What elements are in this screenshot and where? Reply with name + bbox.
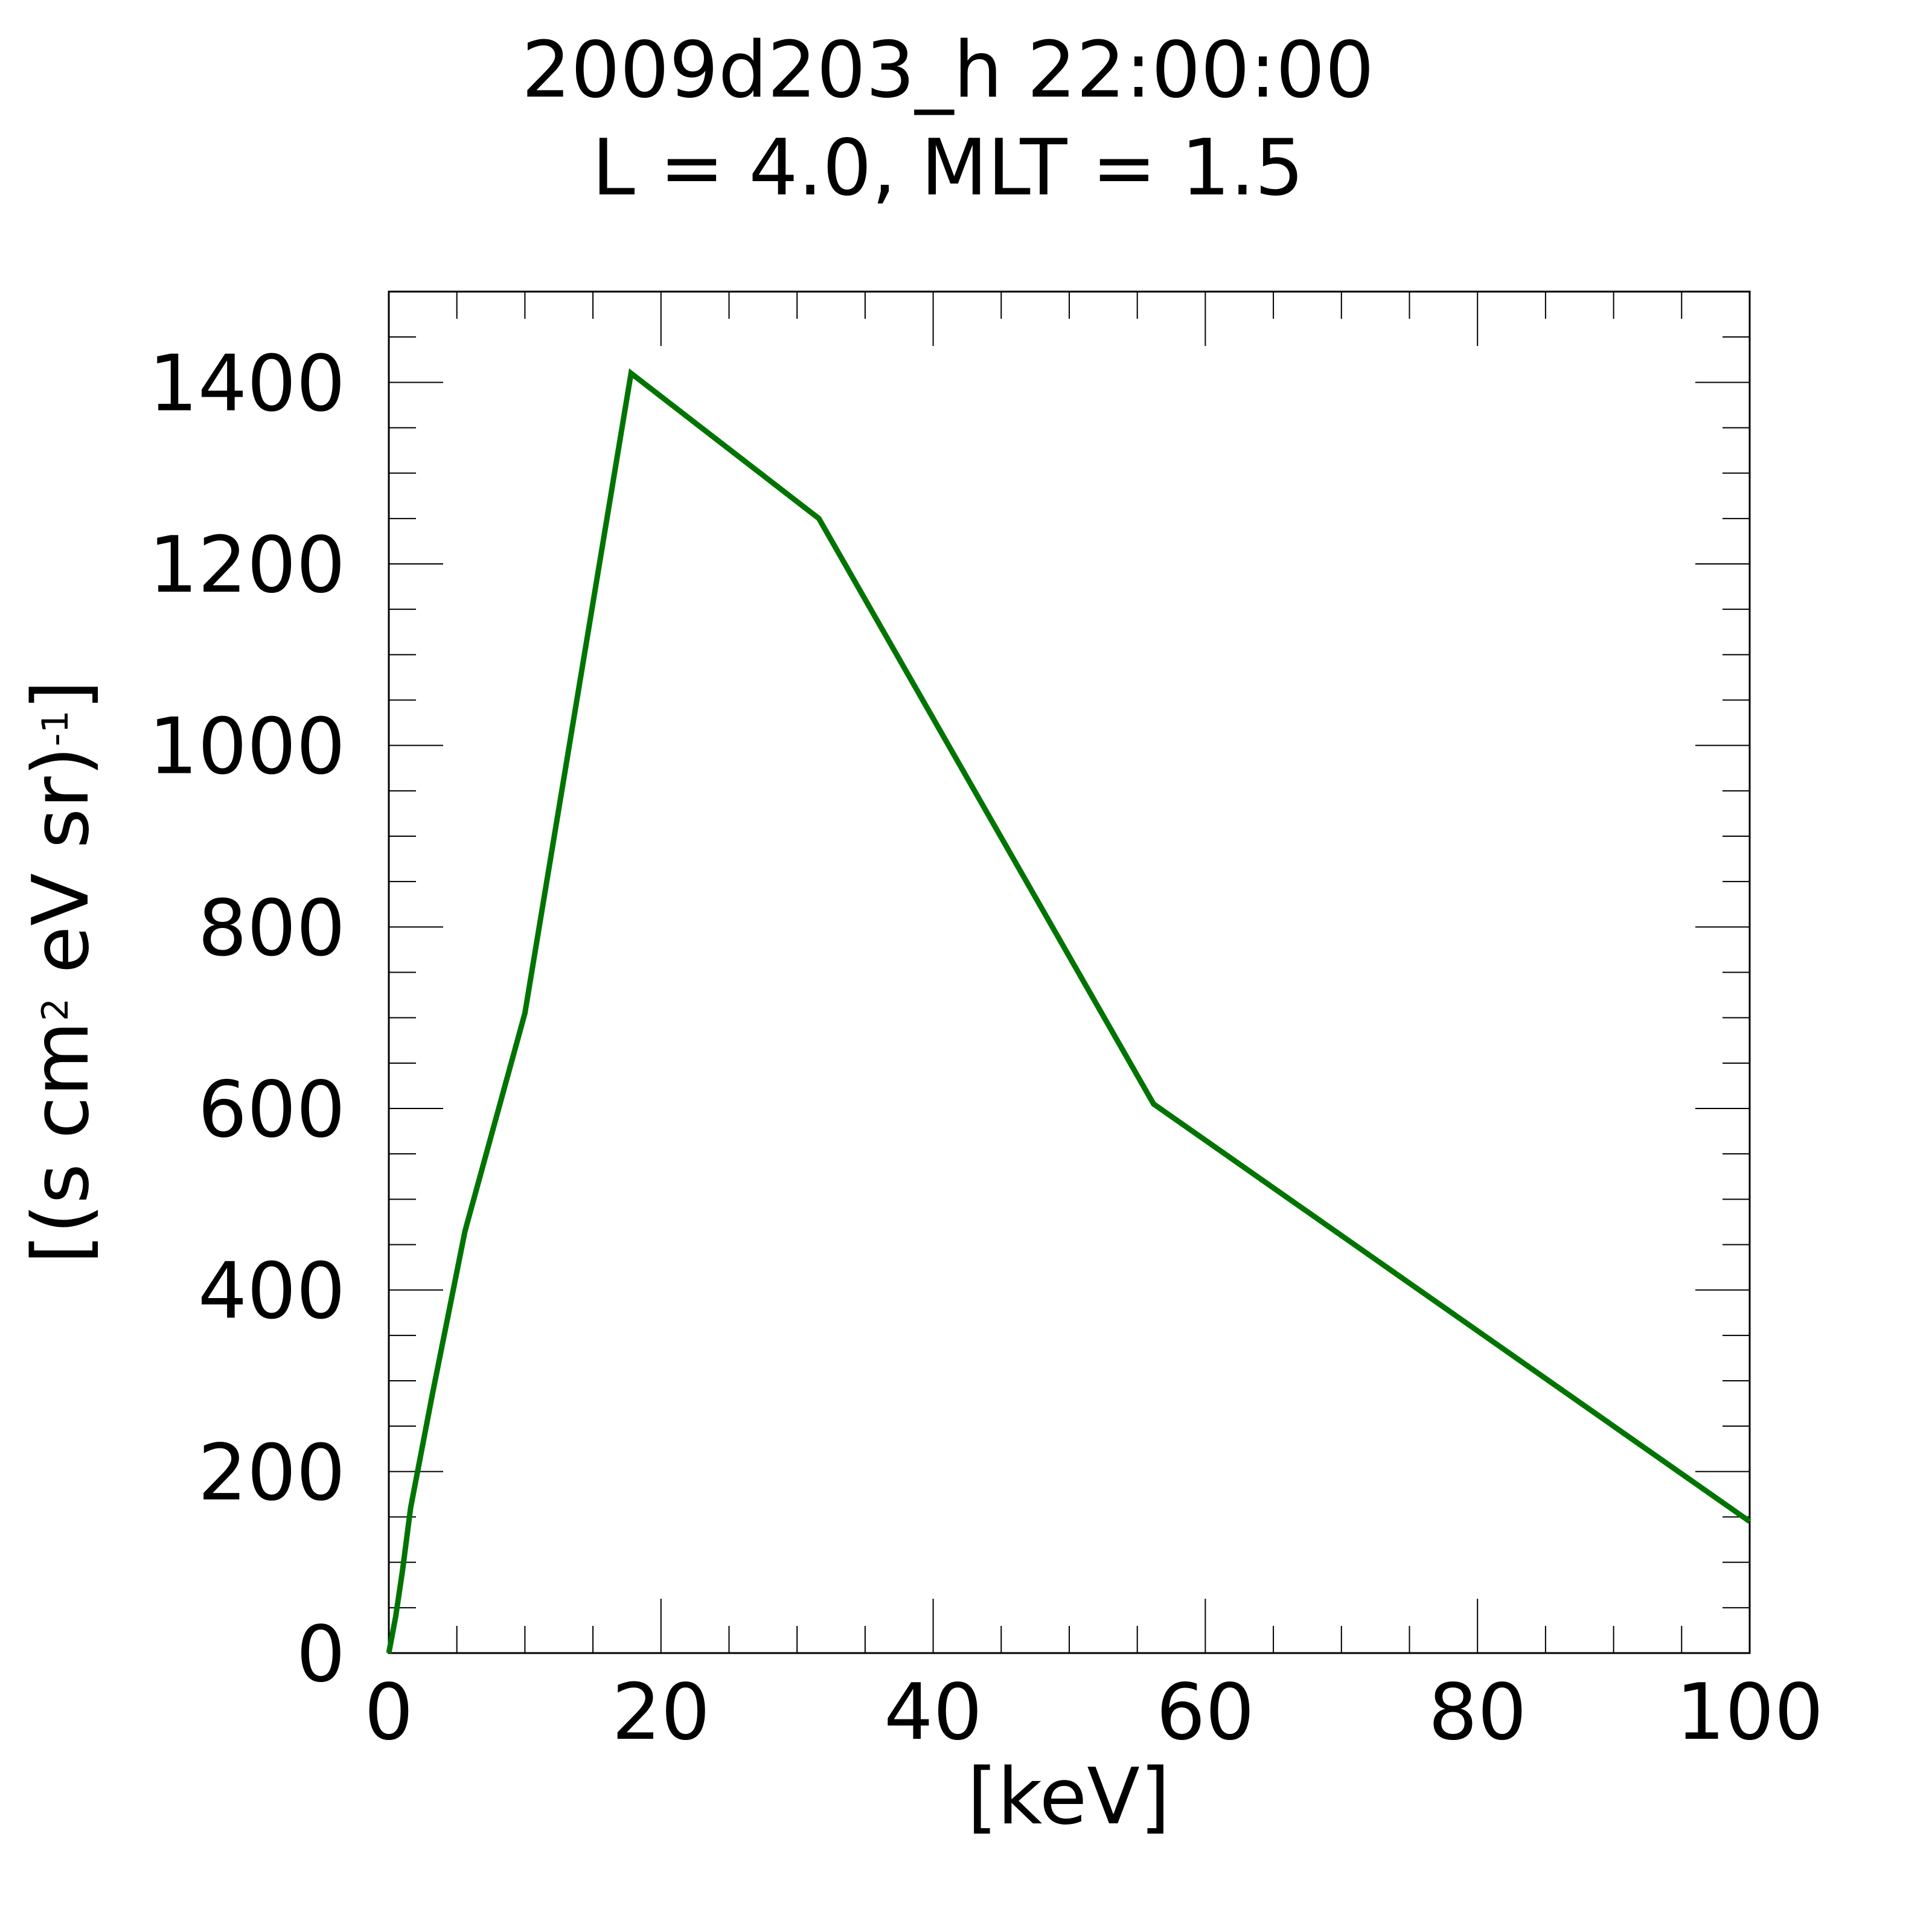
- y-tick-label: 1200: [149, 520, 345, 610]
- y-axis-label-text: eV sr): [16, 746, 106, 998]
- y-tick-label: 800: [198, 883, 345, 973]
- x-axis-label: [keV]: [967, 1752, 1170, 1842]
- y-axis-label-text: ]: [16, 680, 106, 710]
- x-axis-tick-labels: 0 20 40 60 80 100: [364, 1668, 1823, 1758]
- y-axis-ticks: [389, 291, 1750, 1654]
- y-tick-label: 1400: [149, 339, 345, 429]
- x-tick-label: 0: [364, 1668, 413, 1758]
- y-axis-tick-labels: 0 200 400 600 800 1000 1200 1400: [149, 339, 345, 1700]
- chart-title-line-2: L = 4.0, MLT = 1.5: [592, 123, 1303, 213]
- y-tick-label: 600: [198, 1065, 345, 1155]
- y-tick-label: 400: [198, 1247, 345, 1337]
- chart-title-line-1: 2009d203_h 22:00:00: [522, 25, 1374, 115]
- x-axis-ticks: [388, 292, 1750, 1653]
- y-axis-label-superscript: 2: [34, 998, 77, 1021]
- chart-title: 2009d203_h 22:00:00 L = 4.0, MLT = 1.5: [522, 25, 1374, 213]
- x-tick-label: 20: [612, 1668, 710, 1758]
- y-axis-label-text: [(s cm: [16, 1021, 106, 1264]
- series-layer: [386, 368, 1751, 1654]
- y-axis-label: [(s cm2 eV sr)-1]: [16, 680, 106, 1264]
- y-tick-label: 0: [296, 1610, 345, 1700]
- x-tick-label: 80: [1428, 1668, 1527, 1758]
- y-tick-label: 200: [198, 1428, 345, 1518]
- y-tick-label: 1000: [149, 702, 345, 792]
- x-tick-label: 60: [1156, 1668, 1255, 1758]
- series-line-0: [386, 368, 1751, 1654]
- y-axis-label-superscript: -1: [34, 710, 77, 746]
- x-tick-label: 40: [884, 1668, 982, 1758]
- x-tick-label: 100: [1676, 1668, 1823, 1758]
- plot-frame: [388, 290, 1751, 1654]
